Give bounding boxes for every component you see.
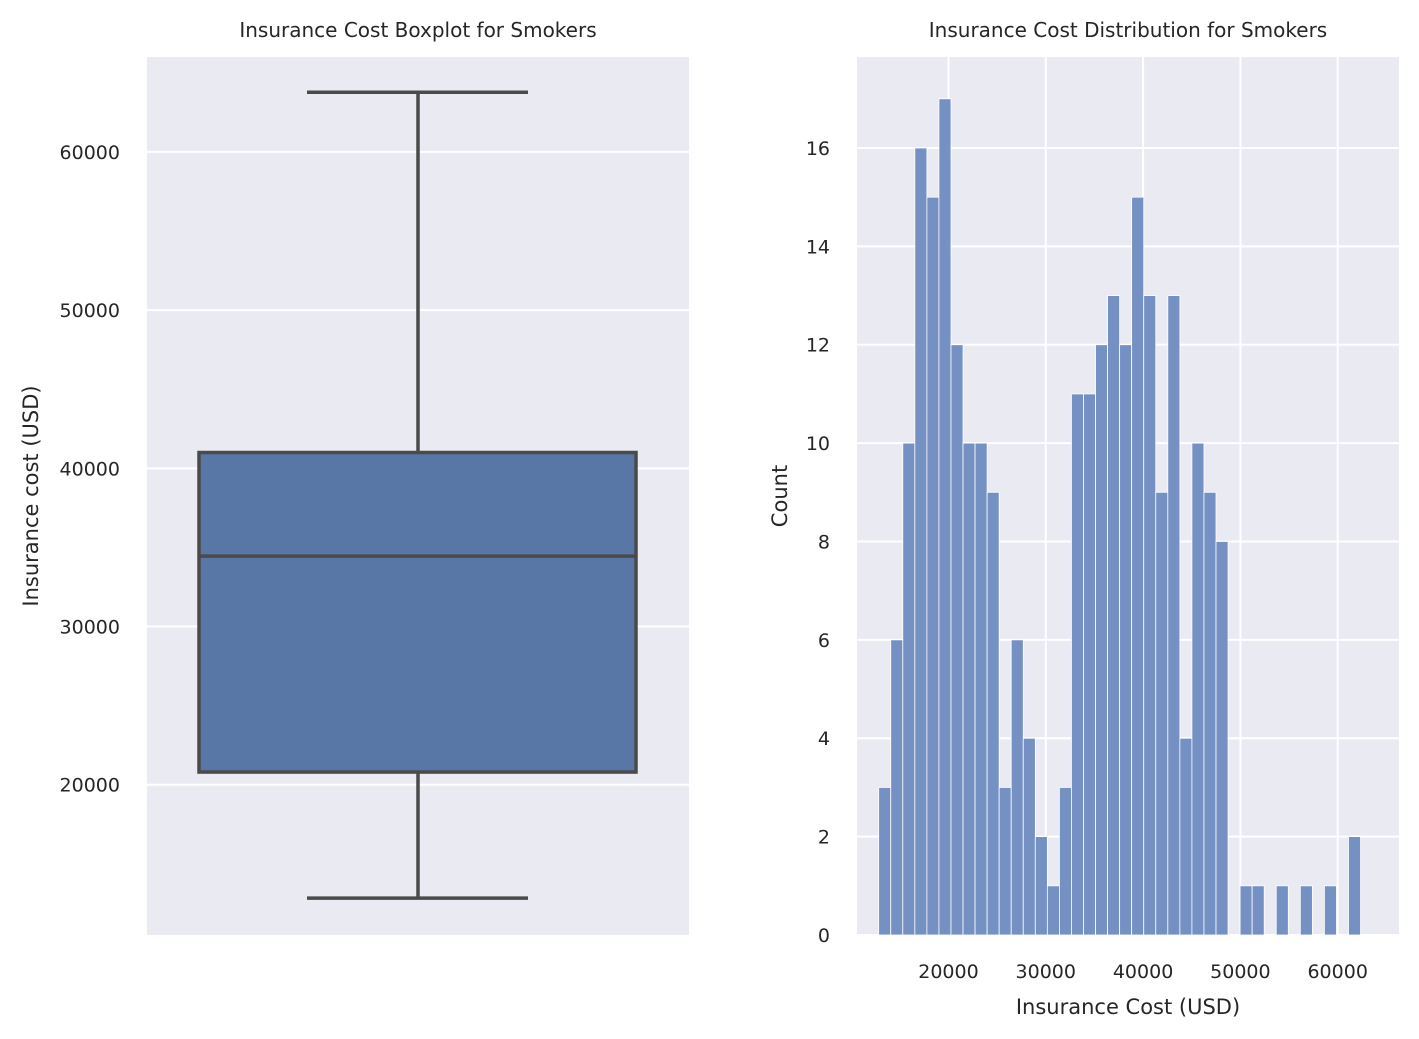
histogram-bar — [1010, 639, 1024, 936]
histogram-bar — [1071, 393, 1084, 936]
histogram-bar — [1179, 737, 1193, 936]
interquartile-box — [197, 450, 638, 774]
boxplot-y-tick-label: 40000 — [60, 458, 120, 480]
histogram-y-tick-label: 10 — [806, 433, 830, 455]
histogram-bar — [1191, 442, 1205, 936]
histogram-x-tick-label: 50000 — [1210, 961, 1270, 983]
histogram-bar — [1155, 491, 1169, 936]
boxplot-title: Insurance Cost Boxplot for Smokers — [239, 18, 596, 42]
histogram-bar — [1299, 885, 1313, 936]
histogram-x-axis-label: Insurance Cost (USD) — [1016, 995, 1240, 1019]
histogram-y-ticks: 0 2 4 6 8 10 12 14 16 — [806, 138, 830, 947]
histogram-x-tick-label: 30000 — [1016, 961, 1076, 983]
boxplot-y-tick-label: 60000 — [60, 142, 120, 164]
histogram-bar — [1119, 344, 1133, 936]
histogram-bar — [1143, 295, 1157, 936]
histogram-y-tick-label: 0 — [818, 925, 830, 947]
histogram-y-tick-label: 14 — [806, 236, 830, 258]
histogram-bar — [1239, 885, 1253, 936]
histogram-bar — [902, 442, 916, 936]
histogram-bar — [1083, 393, 1096, 936]
histogram-y-tick-label: 12 — [806, 335, 830, 357]
histogram-bar — [1046, 885, 1060, 936]
histogram-bar — [1203, 491, 1217, 936]
histogram-bar — [878, 787, 892, 936]
histogram-bar — [1131, 196, 1145, 936]
histogram-bars — [878, 98, 1361, 936]
histogram-x-tick-label: 60000 — [1307, 961, 1367, 983]
histogram-y-tick-label: 6 — [818, 630, 830, 652]
histogram-bar — [1034, 836, 1048, 936]
boxplot-y-axis-label: Insurance cost (USD) — [19, 385, 43, 606]
boxplot-y-tick-label: 30000 — [60, 617, 120, 639]
histogram-bar — [962, 442, 976, 936]
histogram-x-ticks: 20000 30000 40000 50000 60000 — [918, 961, 1368, 983]
histogram-title: Insurance Cost Distribution for Smokers — [929, 18, 1327, 42]
boxplot-chart: 20000 30000 40000 50000 60000 Insurance Cost… — [19, 18, 689, 935]
histogram-y-tick-label: 8 — [818, 531, 830, 553]
boxplot-y-tick-label: 20000 — [60, 775, 120, 797]
histogram-bar — [1095, 344, 1108, 936]
histogram-y-tick-label: 2 — [818, 827, 830, 849]
histogram-bar — [1215, 541, 1229, 936]
histogram-bar — [1167, 295, 1181, 936]
histogram-y-axis-label: Count — [768, 465, 792, 527]
histogram-bar — [938, 98, 952, 936]
histogram-bar — [986, 491, 1000, 936]
histogram-y-tick-label: 4 — [818, 728, 830, 750]
histogram-bar — [1058, 787, 1072, 936]
histogram-bar — [890, 639, 904, 936]
histogram-bar — [998, 787, 1012, 936]
boxplot-marks — [197, 90, 638, 900]
histogram-x-tick-label: 40000 — [1113, 961, 1173, 983]
histogram-y-tick-label: 16 — [806, 138, 830, 160]
histogram-bar — [926, 196, 940, 936]
histogram-bar — [1022, 737, 1036, 936]
boxplot-y-ticks: 20000 30000 40000 50000 60000 — [60, 142, 120, 797]
histogram-bar — [1348, 836, 1361, 936]
histogram-bar — [1107, 295, 1121, 936]
histogram-bar — [974, 442, 988, 936]
boxplot-y-tick-label: 50000 — [60, 300, 120, 322]
histogram-x-tick-label: 20000 — [918, 961, 978, 983]
histogram-bar — [1275, 885, 1289, 936]
histogram-bar — [1324, 885, 1337, 936]
histogram-bar — [914, 147, 928, 936]
histogram-bar — [950, 344, 964, 936]
histogram-bar — [1251, 885, 1265, 936]
